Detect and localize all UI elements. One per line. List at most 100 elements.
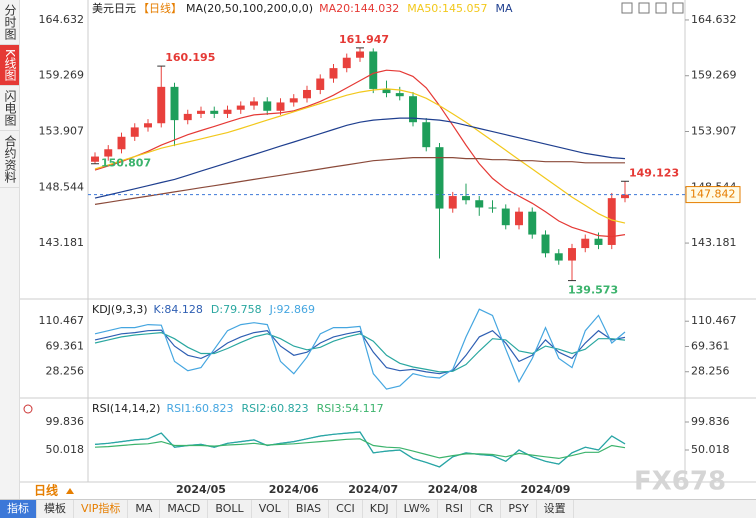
legend-item: 【日线】 xyxy=(138,1,182,15)
y-tick-label-left: 159.269 xyxy=(39,69,85,82)
legend-item: RSI3:54.117 xyxy=(317,402,384,415)
candle-body xyxy=(329,68,338,79)
background xyxy=(20,0,756,500)
candle-body xyxy=(607,198,616,245)
watermark: FX678 xyxy=(634,467,726,497)
period-arrow[interactable] xyxy=(66,488,74,494)
toolbar-button[interactable]: BOLL xyxy=(208,500,252,518)
period-label[interactable]: 日线 xyxy=(34,483,58,498)
y-tick-label: 159.269 xyxy=(691,69,737,82)
toolbar-button[interactable]: RSI xyxy=(438,500,471,518)
y-tick-label: 99.836 xyxy=(691,415,730,428)
toolbar-button[interactable]: 设置 xyxy=(537,500,574,518)
candle-body xyxy=(157,86,166,124)
settings-icon[interactable] xyxy=(23,404,33,414)
y-tick-label: 50.018 xyxy=(691,443,730,456)
legend-item: MA(20,50,100,200,0,0) xyxy=(186,2,313,15)
candle-body xyxy=(568,248,576,261)
candle-body xyxy=(395,93,404,97)
toolbar-button[interactable]: 模板 xyxy=(37,500,74,518)
candle-body xyxy=(91,156,99,162)
y-tick-label-left: 99.836 xyxy=(46,415,85,428)
toolbar-button[interactable]: BIAS xyxy=(289,500,330,518)
candle-body xyxy=(554,253,563,261)
candle-body xyxy=(170,86,179,121)
legend-item: RSI2:60.823 xyxy=(242,402,309,415)
legend-item: K:84.128 xyxy=(154,303,203,316)
price-mark-label: 149.123 xyxy=(629,166,679,179)
candle-body xyxy=(541,234,550,254)
candle-body xyxy=(475,200,484,208)
candle-body xyxy=(117,136,126,150)
toolbar-button[interactable]: KDJ xyxy=(363,500,397,518)
last-price-label: 147.842 xyxy=(690,188,736,201)
price-mark-label: 139.573 xyxy=(568,284,618,297)
toolbar-button[interactable]: 指标 xyxy=(0,500,37,518)
candle-body xyxy=(236,105,245,110)
candle-body xyxy=(488,207,497,209)
toolbar: 指标 模板 VIP指标 MA MACD BOLL VOL BIAS CCI KDJ LW% RSI CR… xyxy=(0,499,756,518)
y-tick-label-left: 28.256 xyxy=(46,365,85,378)
candle-body xyxy=(210,110,219,114)
legend-item: RSI1:60.823 xyxy=(166,402,233,415)
y-tick-label: 153.907 xyxy=(691,125,737,138)
legend-item: 美元日元 xyxy=(92,2,136,15)
y-tick-label: 164.632 xyxy=(691,13,737,26)
y-tick-label: 69.361 xyxy=(691,339,730,352)
x-tick-label: 2024/05 xyxy=(176,483,226,496)
candle-body xyxy=(462,196,470,201)
side-tab[interactable]: K线图 xyxy=(0,45,19,86)
candle-body xyxy=(528,211,537,235)
toolbar-button[interactable]: CR xyxy=(471,500,502,518)
icon[interactable] xyxy=(638,2,650,14)
x-tick-label: 2024/06 xyxy=(269,483,319,496)
series-line xyxy=(94,331,626,373)
legend-item: D:79.758 xyxy=(211,303,262,316)
icon[interactable] xyxy=(621,2,633,14)
toolbar-button[interactable]: VIP指标 xyxy=(74,500,129,518)
y-tick-label: 143.181 xyxy=(691,236,737,249)
candle-body xyxy=(621,194,629,199)
toolbar-icons[interactable] xyxy=(621,2,684,14)
y-tick-label-left: 110.467 xyxy=(39,314,85,327)
legend-item: KDJ(9,3,3) xyxy=(92,303,148,316)
toolbar-button[interactable]: PSY xyxy=(501,500,537,518)
toolbar-button[interactable]: MACD xyxy=(160,500,209,518)
series-line xyxy=(94,438,626,460)
candle-body xyxy=(501,208,510,226)
y-tick-label-left: 50.018 xyxy=(46,443,85,456)
y-tick-label-left: 153.907 xyxy=(39,125,85,138)
candle-body xyxy=(263,101,272,111)
side-tab[interactable]: 分时图 xyxy=(0,0,19,45)
legend-item: RSI(14,14,2) xyxy=(92,402,160,415)
candle-body xyxy=(382,88,391,94)
candle-body xyxy=(223,109,232,114)
candle-body xyxy=(130,127,139,137)
candle-body xyxy=(183,113,192,121)
toolbar-button[interactable]: LW% xyxy=(397,500,439,518)
legend-item: J:92.869 xyxy=(269,303,315,316)
legend-item: MA xyxy=(496,2,513,15)
candle-body xyxy=(594,238,603,245)
series-line xyxy=(94,117,626,199)
toolbar-button[interactable]: VOL xyxy=(252,500,289,518)
candle-body xyxy=(342,57,351,69)
candle-body xyxy=(303,89,311,99)
candle-body xyxy=(435,147,444,209)
candle-body xyxy=(276,102,285,111)
candle-body xyxy=(316,78,325,90)
legend-item: MA20:144.032 xyxy=(319,2,399,15)
candle-body xyxy=(369,51,378,89)
side-tab[interactable]: 合约资料 xyxy=(0,131,19,188)
toolbar-button[interactable]: MA xyxy=(128,500,161,518)
candle-body xyxy=(422,122,431,148)
candle-body xyxy=(581,238,590,249)
icon[interactable] xyxy=(672,2,684,14)
toolbar-button[interactable]: CCI xyxy=(329,500,363,518)
side-tab[interactable]: 闪电图 xyxy=(0,86,19,131)
icon[interactable] xyxy=(655,2,667,14)
series-line xyxy=(94,329,626,375)
y-tick-label-left: 69.361 xyxy=(46,339,85,352)
x-tick-label: 2024/09 xyxy=(521,483,571,496)
